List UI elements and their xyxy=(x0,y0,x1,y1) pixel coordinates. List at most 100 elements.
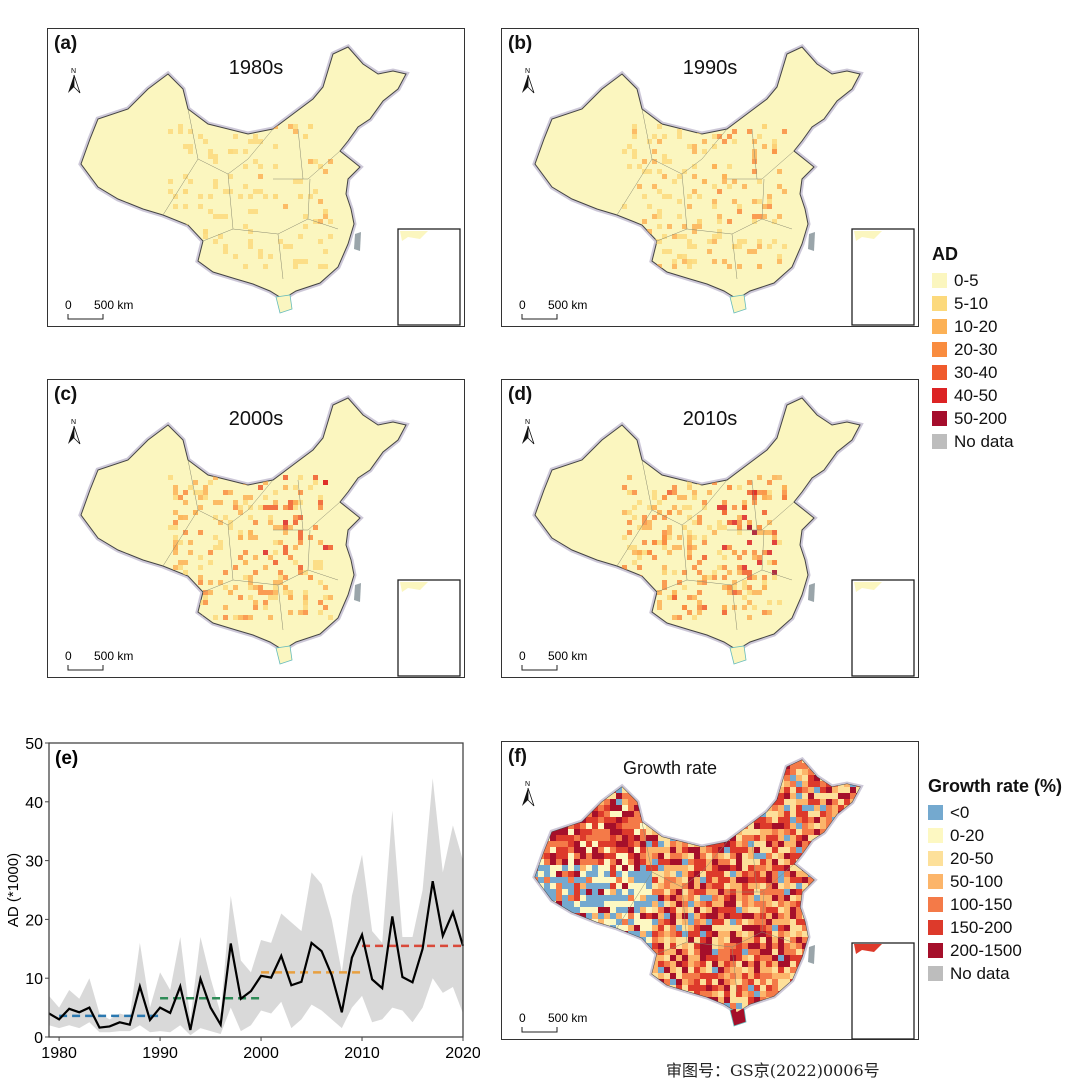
province-boundaries xyxy=(162,459,341,631)
legend-item: 20-30 xyxy=(932,338,1014,361)
scale-label: 500 km xyxy=(94,298,133,312)
legend-swatch xyxy=(928,805,943,820)
legend-swatch xyxy=(928,851,943,866)
scale-bar xyxy=(67,314,104,320)
legend-item: 150-200 xyxy=(928,916,1062,939)
legend-item: 50-100 xyxy=(928,870,1062,893)
north-arrow-icon: N xyxy=(68,419,81,445)
north-arrow-icon: N xyxy=(522,419,535,445)
china-outline xyxy=(80,46,407,300)
north-label: N xyxy=(525,419,530,426)
legend-item: 0-20 xyxy=(928,824,1062,847)
province-boundaries xyxy=(616,108,795,280)
inset-coast xyxy=(854,231,882,241)
south-china-sea-inset xyxy=(851,579,915,677)
legend-swatch xyxy=(932,365,947,380)
china-map: N 0 500 km xyxy=(519,43,915,326)
south-china-sea-inset xyxy=(397,228,461,326)
north-arrow-icon: N xyxy=(522,68,535,94)
legend-item: 0-5 xyxy=(932,269,1014,292)
north-arrow-icon: N xyxy=(68,68,81,94)
legend-label: No data xyxy=(954,431,1014,451)
legend-item: No data xyxy=(932,430,1014,453)
china-map: N 0 500 km xyxy=(65,394,461,677)
north-label: N xyxy=(71,419,76,426)
x-tick-label: 1980 xyxy=(41,1045,77,1060)
legend-label: 0-5 xyxy=(954,270,979,290)
taiwan-island xyxy=(354,232,361,251)
x-tick-label: 2020 xyxy=(445,1045,480,1060)
legend-item: 200-1500 xyxy=(928,939,1062,962)
panel-title: 1980s xyxy=(228,57,284,79)
legend-swatch xyxy=(932,273,947,288)
legend-item: No data xyxy=(928,962,1062,985)
legend-label: 5-10 xyxy=(954,293,989,313)
legend-item: <0 xyxy=(928,801,1062,824)
scale-label: 500 km xyxy=(94,649,133,663)
scale-zero: 0 xyxy=(65,649,72,663)
ad-legend: AD 0-5 5-10 10-20 20-30 30-40 40-50 50-200 No d… xyxy=(932,244,1014,453)
legend-label: 0-20 xyxy=(950,825,985,845)
scale-bar xyxy=(521,314,558,320)
legend-item: 5-10 xyxy=(932,292,1014,315)
y-tick-label: 40 xyxy=(25,795,43,812)
panel-title: 2010s xyxy=(682,408,738,430)
legend-swatch xyxy=(928,920,943,935)
legend-item: 20-50 xyxy=(928,847,1062,870)
map-approval-number: 审图号：GS京(2022)0006号 xyxy=(666,1061,880,1080)
north-label: N xyxy=(525,68,530,75)
panel-label: (b) xyxy=(508,33,533,54)
legend-swatch xyxy=(928,828,943,843)
legend-swatch xyxy=(932,296,947,311)
north-label: N xyxy=(525,781,530,788)
scale-label: 500 km xyxy=(548,298,587,312)
province-boundaries xyxy=(616,459,795,631)
map-panel-2010s: N 0 500 km (d) 2010s xyxy=(501,379,919,678)
scale-zero: 0 xyxy=(519,1011,526,1025)
scale-bar xyxy=(67,665,104,671)
legend-label: 150-200 xyxy=(950,917,1013,937)
inset-coast xyxy=(854,582,882,592)
taiwan-island xyxy=(808,945,815,964)
legend-item: 100-150 xyxy=(928,893,1062,916)
y-axis-label: AD (*1000) xyxy=(5,853,22,927)
province-boundaries xyxy=(616,821,795,993)
inset-coast xyxy=(854,944,882,954)
scale-bar xyxy=(521,1027,558,1033)
scale-label: 500 km xyxy=(548,1011,587,1025)
inset-coast xyxy=(400,582,428,592)
legend-swatch xyxy=(932,411,947,426)
mean-line xyxy=(48,880,465,1031)
legend-swatch xyxy=(928,943,943,958)
map-panel-2000s: N 0 500 km (c) 2000s xyxy=(47,379,465,678)
panel-title: 2000s xyxy=(228,408,284,430)
growth-legend: Growth rate (%) <0 0-20 20-50 50-100 100-150… xyxy=(928,776,1062,985)
legend-label: 20-30 xyxy=(954,339,998,359)
y-tick-label: 10 xyxy=(25,971,43,988)
panel-label: (a) xyxy=(54,33,78,54)
map-panel-1980s: N 0 500 km (a) 1980s xyxy=(47,28,465,327)
panel-label: (c) xyxy=(54,384,78,405)
taiwan-island xyxy=(808,583,815,602)
panel-title: Growth rate xyxy=(622,758,718,778)
province-boundaries xyxy=(162,108,341,280)
map-panel-growth-rate: N 0 500 km (f) Growth rate xyxy=(501,741,919,1040)
legend-label: 20-50 xyxy=(950,848,994,868)
panel-title: 1990s xyxy=(682,57,738,79)
legend-label: <0 xyxy=(950,802,970,822)
taiwan-island xyxy=(808,232,815,251)
y-tick-label: 50 xyxy=(25,736,43,753)
x-tick-label: 2010 xyxy=(344,1045,380,1060)
uncertainty-band xyxy=(49,778,463,1036)
hainan-island xyxy=(275,294,293,314)
ad-legend-title: AD xyxy=(932,244,958,264)
map-panel-1990s: N 0 500 km (b) 1990s xyxy=(501,28,919,327)
legend-label: 30-40 xyxy=(954,362,998,382)
scale-zero: 0 xyxy=(65,298,72,312)
y-tick-label: 30 xyxy=(25,854,43,871)
legend-label: 40-50 xyxy=(954,385,998,405)
legend-item: 50-200 xyxy=(932,407,1014,430)
china-map: N 0 500 km xyxy=(65,43,461,326)
south-china-sea-inset xyxy=(851,942,915,1040)
china-map: N 0 500 km xyxy=(519,756,915,1040)
